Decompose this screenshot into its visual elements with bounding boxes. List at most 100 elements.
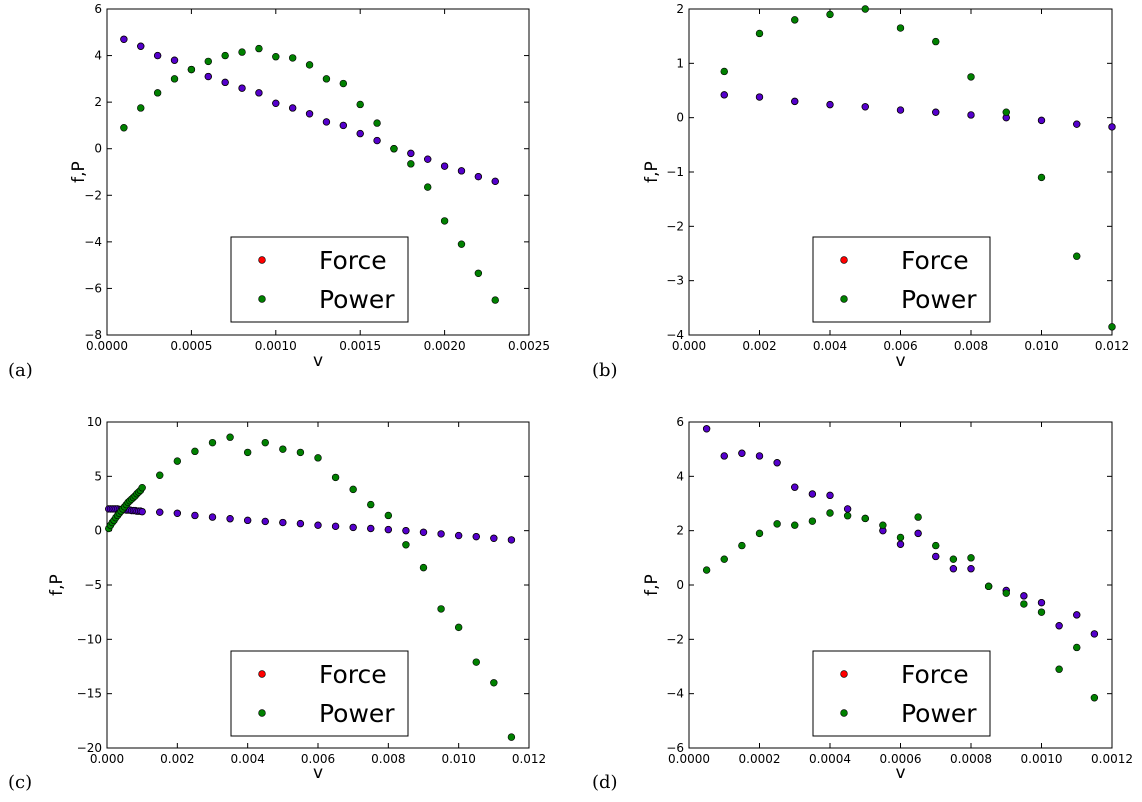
chart-panel-1: 0.0000 0.0005 0.0010 0.0015 0.0020 0.0025 −8 −6… [8, 2, 550, 381]
legend: Force Power [230, 650, 409, 737]
data-point-force [272, 99, 280, 107]
data-point-power [419, 563, 428, 572]
data-point-power [156, 471, 164, 479]
data-point-force [808, 490, 816, 498]
data-point-force [457, 167, 465, 175]
data-point-power [208, 438, 217, 447]
data-point-power [457, 240, 466, 248]
y-tick-label: 1 [676, 56, 684, 70]
data-points [702, 425, 1099, 702]
data-point-force [720, 91, 728, 99]
x-axis-label: v [895, 763, 905, 783]
data-point-power [384, 511, 393, 520]
x-tick-label: 0.0020 [424, 339, 466, 353]
data-point-power [331, 473, 340, 482]
data-point-power [454, 623, 463, 632]
data-point-force [322, 118, 330, 126]
legend: Force Power [812, 650, 991, 737]
panel-label: (a) [8, 360, 33, 381]
data-point-power [170, 75, 179, 83]
panel-label: (d) [592, 772, 618, 793]
data-point-force [896, 540, 904, 548]
data-point-power [138, 484, 146, 492]
data-point-force [339, 121, 347, 129]
data-point-force [1020, 592, 1028, 600]
data-point-power [896, 24, 905, 32]
legend-marker [840, 670, 848, 678]
data-point-force [171, 56, 179, 64]
data-point-power [861, 514, 869, 523]
x-tick-label: 0.0005 [170, 339, 212, 353]
data-point-force [949, 565, 957, 573]
data-point-force [138, 508, 146, 516]
data-point-force [967, 565, 975, 573]
legend-entry: Force [901, 660, 969, 689]
data-point-power [305, 61, 314, 69]
legend-marker [258, 295, 266, 303]
x-tick-label: 0.0006 [880, 752, 922, 766]
data-point-power [120, 124, 128, 132]
data-point-force [791, 97, 799, 105]
y-tick-label: −2 [666, 632, 684, 646]
data-point-force [191, 511, 199, 519]
data-point-force [755, 93, 763, 101]
x-axis-label: v [313, 351, 323, 371]
y-tick-label: 0 [676, 111, 684, 125]
data-point-force [703, 425, 711, 433]
data-point-power [153, 89, 162, 97]
data-point-power [791, 16, 799, 24]
data-point-force [356, 130, 364, 138]
legend-entry: Power [901, 699, 977, 728]
x-tick-label: 0.0012 [1091, 752, 1133, 766]
data-point-power [402, 541, 410, 549]
data-point-power [1108, 323, 1116, 331]
y-axis-label: f,P [69, 161, 89, 183]
x-tick-label: 0.012 [512, 752, 546, 766]
y-tick-label: −6 [84, 281, 102, 295]
data-point-power [204, 57, 212, 66]
data-point-power [861, 5, 869, 13]
legend-box [230, 650, 409, 737]
y-tick-label: −15 [77, 687, 102, 701]
data-point-power [440, 217, 449, 225]
legend-marker [840, 295, 848, 303]
x-tick-label: 0.004 [230, 752, 264, 766]
x-axis-label: v [313, 763, 323, 783]
data-point-force [844, 505, 852, 513]
data-point-power [896, 533, 905, 542]
data-point-force [209, 513, 217, 521]
x-tick-label: 0.010 [441, 752, 475, 766]
panel-label: (b) [592, 360, 618, 381]
data-point-force [738, 449, 746, 457]
data-point-force [296, 520, 304, 528]
data-point-power [1073, 252, 1081, 260]
y-tick-label: −4 [666, 687, 684, 701]
y-tick-label: −1 [666, 165, 684, 179]
data-point-force [755, 452, 763, 460]
data-point-force [474, 173, 482, 181]
data-point-force [1073, 120, 1081, 128]
legend-entry: Power [319, 699, 395, 728]
data-point-power [984, 582, 993, 591]
data-point-power [187, 65, 196, 74]
data-point-force [367, 524, 375, 532]
y-tick-label: 2 [676, 2, 684, 16]
x-tick-label: 0.006 [883, 339, 917, 353]
data-point-force [424, 155, 432, 163]
y-tick-label: −6 [666, 741, 684, 755]
data-point-power [1073, 643, 1081, 652]
y-tick-label: 2 [676, 524, 684, 538]
data-point-power [407, 160, 415, 168]
data-point-power [1090, 694, 1099, 702]
data-point-force [402, 527, 410, 535]
data-points [120, 35, 499, 304]
data-point-power [261, 438, 269, 447]
data-points [720, 5, 1116, 331]
data-point-force [1038, 116, 1046, 124]
data-point-force [384, 526, 392, 534]
legend-entry: Force [901, 246, 969, 275]
data-point-force [137, 42, 145, 50]
data-point-power [373, 119, 381, 127]
data-point-power [702, 566, 711, 574]
legend-entry: Force [319, 660, 387, 689]
